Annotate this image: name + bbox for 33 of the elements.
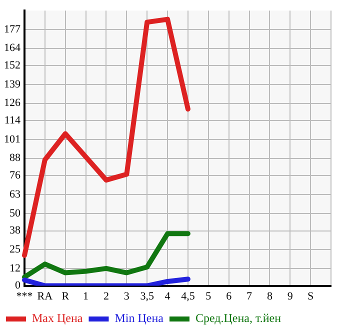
- x-tick-label: 7: [246, 290, 253, 302]
- x-tick-label: 4: [164, 290, 171, 302]
- legend-label: Сред.Цена, т.йен: [195, 311, 282, 326]
- y-tick-label: 164: [4, 42, 21, 54]
- x-tick-label: S: [308, 290, 314, 302]
- x-tick-label: 8: [266, 290, 273, 302]
- x-tick-label: R: [62, 290, 70, 302]
- y-tick-label: 38: [10, 224, 21, 237]
- y-tick-label: 101: [4, 133, 20, 146]
- legend-label: Min Цена: [114, 311, 164, 326]
- legend-label: Max Цена: [32, 311, 84, 326]
- y-tick-label: 139: [4, 78, 21, 90]
- x-tick-label: 3: [124, 290, 130, 302]
- y-tick-label: 25: [10, 243, 21, 256]
- x-tick-label: 9: [287, 290, 294, 302]
- x-tick-label: 4,5: [181, 290, 196, 302]
- y-tick-label: 177: [4, 23, 21, 36]
- x-tick-label: 2: [103, 290, 109, 302]
- x-tick-label: 6: [226, 290, 232, 302]
- x-tick-label: 1: [83, 290, 89, 302]
- x-tick-label: 5: [206, 290, 212, 302]
- y-tick-label: 12: [10, 262, 20, 274]
- y-tick-label: 88: [10, 152, 21, 164]
- x-tick-label: 3,5: [140, 290, 154, 302]
- x-tick-label: ***: [16, 290, 33, 302]
- y-tick-label: 50: [10, 207, 21, 220]
- y-tick-label: 76: [10, 170, 21, 182]
- y-tick-label: 152: [4, 60, 20, 72]
- y-tick-label: 126: [4, 97, 21, 110]
- x-tick-label: RA: [37, 290, 53, 302]
- y-tick-label: 114: [4, 114, 21, 127]
- y-tick-label: 63: [10, 188, 21, 200]
- y-tick-label: 0: [15, 280, 21, 292]
